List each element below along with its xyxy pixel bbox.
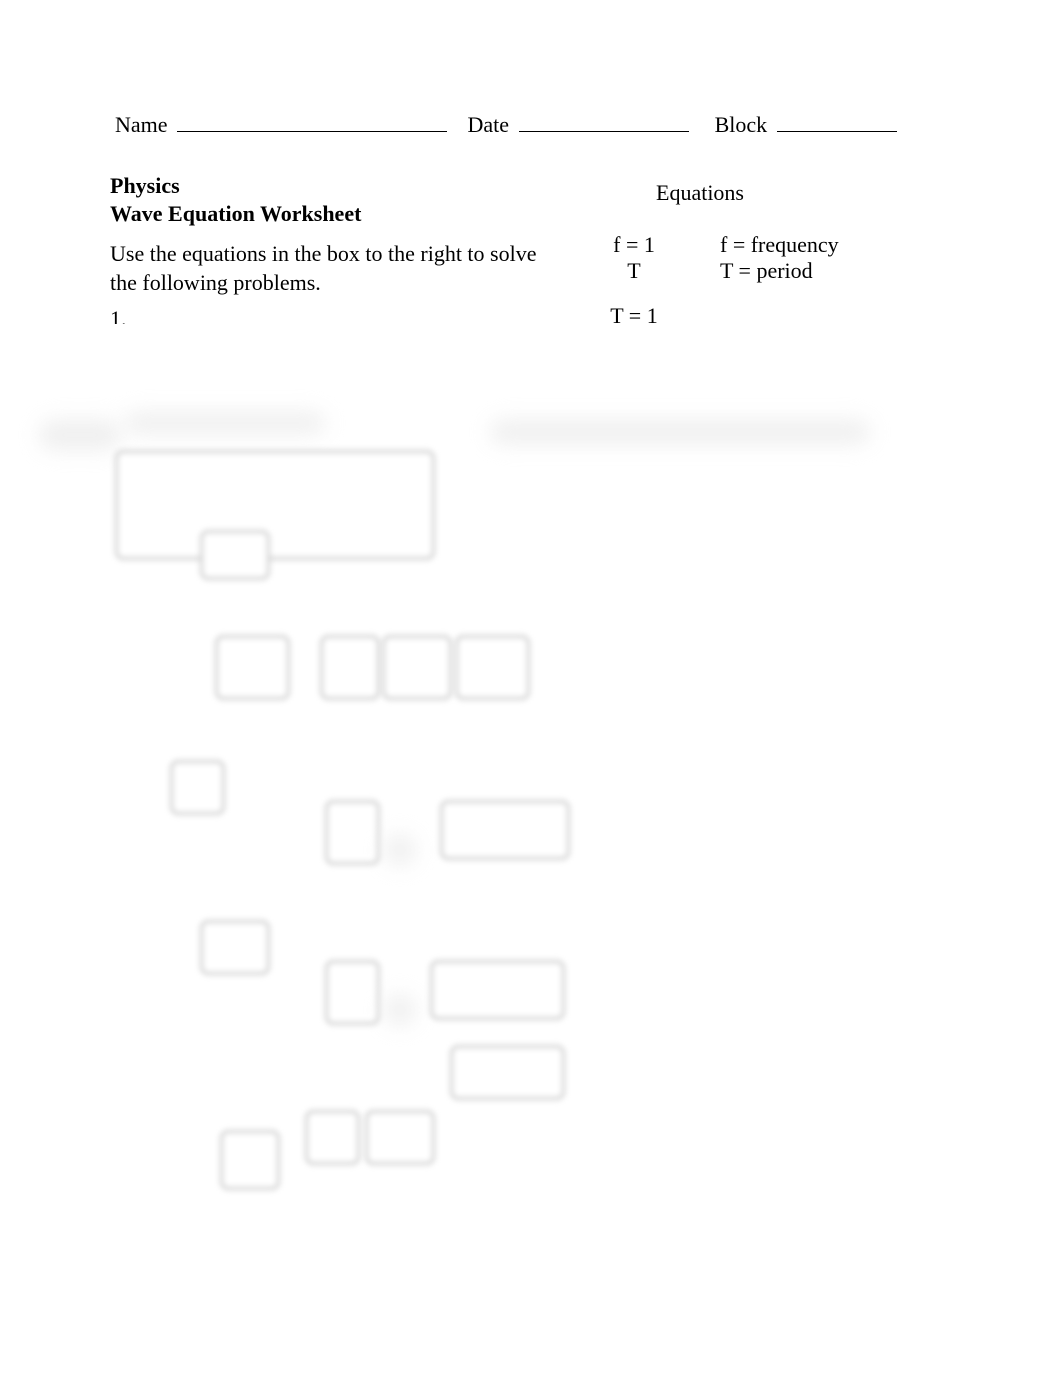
blurred-soft-shape: [125, 412, 325, 434]
equation-f: f = 1: [604, 232, 664, 258]
blurred-box: [430, 960, 565, 1020]
name-label: Name: [115, 112, 168, 137]
blurred-box: [365, 1110, 435, 1165]
worksheet-header: Name Date Block: [115, 108, 955, 138]
blurred-box: [200, 920, 270, 975]
blurred-soft-shape: [490, 420, 870, 444]
problem-1-cutoff: 1.: [110, 306, 950, 324]
blurred-box: [200, 530, 270, 580]
equations-heading: Equations: [656, 180, 744, 206]
blurred-box: [220, 1130, 280, 1190]
blurred-soft-shape: [40, 420, 120, 450]
equation-f-denom: T: [604, 258, 664, 284]
blurred-content-region: [0, 420, 1062, 1370]
blurred-soft-shape: [385, 835, 415, 865]
blurred-box: [455, 635, 530, 700]
blurred-box: [450, 1045, 565, 1100]
name-blank[interactable]: [177, 108, 447, 132]
subject-title: Physics: [110, 172, 361, 200]
blurred-box: [215, 635, 290, 700]
blurred-box: [382, 635, 452, 700]
blurred-box: [325, 800, 380, 865]
blurred-soft-shape: [385, 995, 415, 1025]
blurred-box: [325, 960, 380, 1025]
worksheet-title: Wave Equation Worksheet: [110, 200, 361, 228]
blurred-box: [115, 450, 435, 560]
block-label: Block: [715, 112, 768, 137]
date-label: Date: [468, 112, 510, 137]
blurred-box: [170, 760, 225, 815]
legend-frequency: f = frequency: [720, 232, 839, 258]
blurred-box: [320, 635, 380, 700]
worksheet-title-block: Physics Wave Equation Worksheet: [110, 172, 361, 227]
block-blank[interactable]: [777, 108, 897, 132]
blurred-box: [440, 800, 570, 860]
problem-number: 1.: [110, 306, 140, 324]
equations-legend: f = frequency T = period: [720, 232, 839, 285]
instructions-text: Use the equations in the box to the righ…: [110, 240, 560, 297]
blurred-box: [305, 1110, 360, 1165]
date-blank[interactable]: [519, 108, 689, 132]
legend-period: T = period: [720, 258, 839, 284]
